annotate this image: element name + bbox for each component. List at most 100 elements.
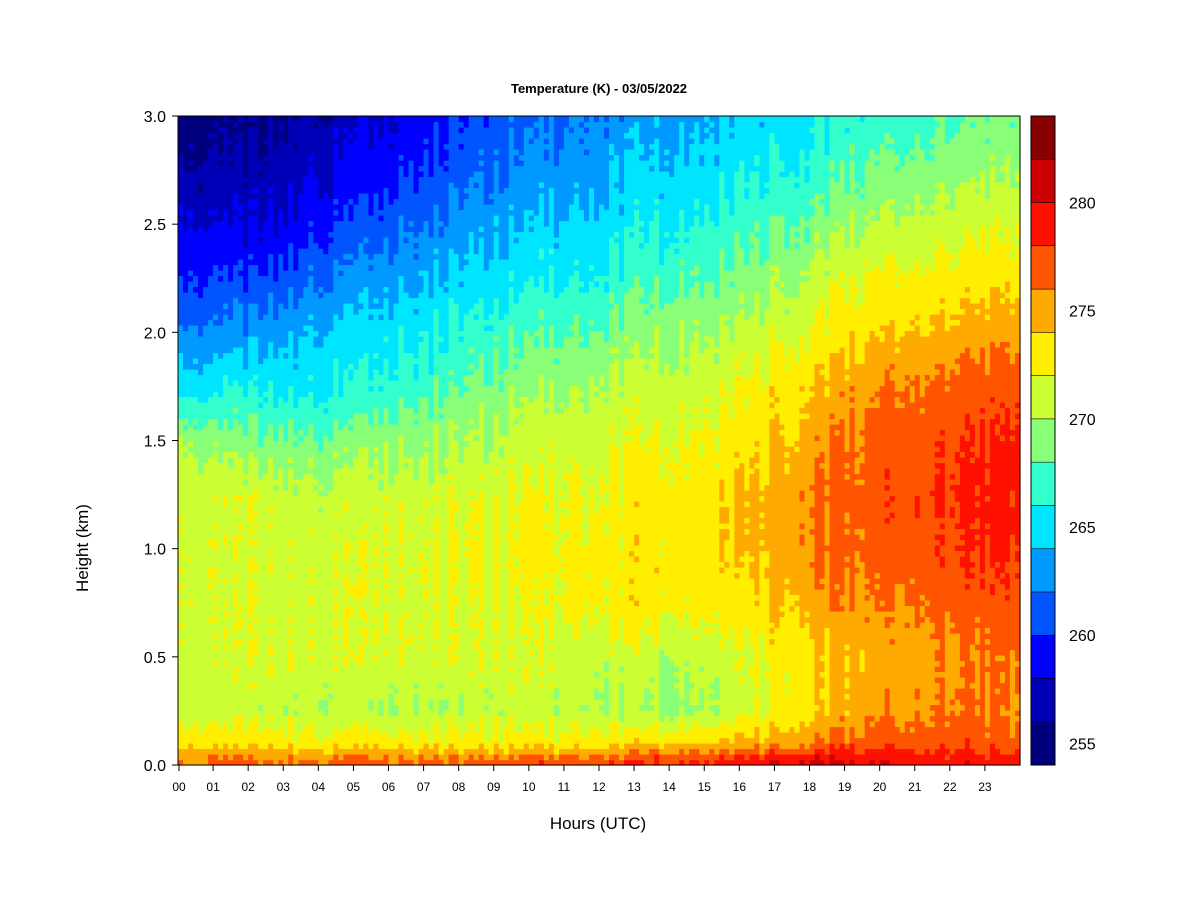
heatmap-cell [348,589,355,596]
heatmap-cell [213,209,219,216]
heatmap-cell [233,237,239,244]
heatmap-cell [248,336,254,343]
heatmap-cell [363,710,370,717]
heatmap-cell [283,253,289,260]
heatmap-cell [263,660,269,667]
heatmap-cell [293,198,299,205]
heatmap-cell [228,479,234,486]
heatmap-cell [303,638,309,645]
heatmap-cell [283,363,289,370]
heatmap-cell [378,264,385,271]
heatmap-cell [273,352,279,359]
heatmap-cell [328,418,334,425]
heatmap-cell [378,242,385,249]
heatmap-cell [208,391,214,398]
heatmap-cell [388,732,395,739]
heatmap-cell [203,270,209,277]
heatmap-cell [378,363,385,370]
heatmap-cell [373,578,380,585]
heatmap-cell [248,451,254,458]
heatmap-cell [213,303,219,310]
heatmap-cell [288,495,294,502]
heatmap-cell [213,396,219,403]
heatmap-cell [283,204,289,211]
heatmap-cell [378,754,385,761]
heatmap-cell [293,446,299,453]
heatmap-cell [358,220,365,227]
heatmap-cell [243,671,249,678]
heatmap-cell [198,369,204,376]
heatmap-cell [333,501,339,508]
heatmap-cell [288,660,294,667]
heatmap-cell [228,116,234,123]
heatmap-cell [363,231,370,238]
heatmap-cell [248,710,254,717]
heatmap-cell [213,308,219,315]
heatmap-cell [223,429,229,436]
heatmap-cell [178,259,184,266]
heatmap-cell [203,462,209,469]
heatmap-cell [323,198,329,205]
heatmap-cell [188,171,194,178]
heatmap-cell [308,429,314,436]
heatmap-cell [293,523,299,530]
heatmap-cell [268,506,274,513]
heatmap-cell [308,440,314,447]
heatmap-cell [183,704,189,711]
heatmap-cell [213,352,219,359]
heatmap-cell [363,413,370,420]
heatmap-cell [283,479,289,486]
heatmap-cell [218,517,224,524]
heatmap-cell [313,633,319,640]
heatmap-cell [248,413,254,420]
heatmap-cell [308,352,314,359]
heatmap-cell [213,572,219,579]
heatmap-cell [223,407,229,414]
heatmap-cell [348,347,355,354]
heatmap-cell [378,286,385,293]
heatmap-cell [258,176,264,183]
heatmap-cell [218,138,224,145]
heatmap-cell [273,198,279,205]
heatmap-cell [298,715,304,722]
heatmap-cell [258,633,264,640]
heatmap-cell [358,710,365,717]
heatmap-cell [313,556,319,563]
heatmap-cell [308,264,314,271]
heatmap-cell [363,193,370,200]
heatmap-cell [363,429,370,436]
heatmap-cell [253,523,259,530]
heatmap-cell [238,380,244,387]
heatmap-cell [338,347,344,354]
heatmap-cell [313,413,319,420]
heatmap-cell [328,303,334,310]
heatmap-cell [378,561,385,568]
heatmap-cell [328,330,334,337]
heatmap-cell [283,215,289,222]
heatmap-cell [218,347,224,354]
heatmap-cell [368,759,375,766]
heatmap-cell [338,314,344,321]
heatmap-cell [253,605,259,612]
heatmap-cell [268,248,274,255]
heatmap-cell [288,369,294,376]
heatmap-cell [198,578,204,585]
heatmap-cell [193,710,199,717]
heatmap-cell [313,545,319,552]
heatmap-cell [348,297,355,304]
heatmap-cell [318,264,324,271]
heatmap-cell [218,523,224,530]
heatmap-cell [298,396,304,403]
heatmap-cell [368,644,375,651]
heatmap-cell [298,754,304,761]
heatmap-cell [388,638,395,645]
heatmap-cell [383,215,390,222]
heatmap-cell [203,451,209,458]
heatmap-cell [178,325,184,332]
heatmap-cell [343,677,349,684]
heatmap-cell [183,182,189,189]
heatmap-cell [368,545,375,552]
heatmap-cell [378,545,385,552]
heatmap-cell [218,336,224,343]
heatmap-cell [313,754,319,761]
